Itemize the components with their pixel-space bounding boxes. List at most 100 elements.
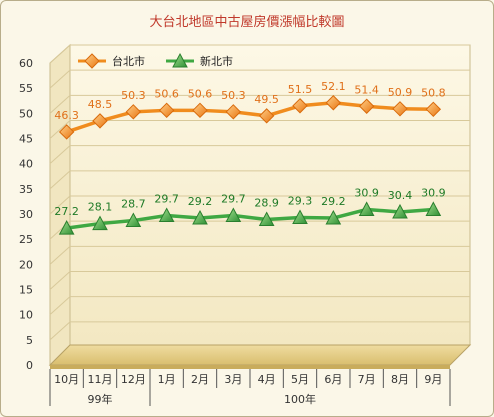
data-label: 29.7 [154, 193, 179, 206]
data-point [192, 102, 208, 119]
data-point [125, 104, 142, 120]
data-point [92, 113, 108, 129]
data-point [292, 209, 308, 225]
data-label: 29.7 [221, 193, 246, 206]
data-point [358, 201, 375, 216]
y-tick-label: 25 [19, 233, 33, 246]
legend-newtaipei-triangle-icon [172, 52, 188, 68]
y-tick-label: 45 [19, 133, 33, 146]
data-label: 51.4 [354, 83, 379, 96]
gridline-side [49, 69, 71, 89]
gridline-side [49, 120, 71, 139]
data-label: 28.7 [121, 198, 146, 211]
gridline-side [49, 321, 71, 341]
x-tick-label: 10月 [54, 373, 79, 386]
y-tick-label: 10 [19, 309, 33, 322]
data-point [392, 101, 408, 117]
x-tick-label: 3月 [224, 373, 242, 386]
y-tick-label: 50 [19, 107, 33, 120]
plot-floor-edge [50, 365, 450, 369]
data-point [58, 124, 75, 140]
x-tick-label: 4月 [258, 373, 276, 386]
y-tick-label: 5 [26, 334, 33, 347]
data-label: 27.2 [54, 205, 79, 218]
data-point [425, 201, 442, 216]
data-point [325, 95, 342, 111]
data-label: 29.2 [188, 195, 213, 208]
x-tick-label: 1月 [158, 373, 176, 386]
data-point [225, 207, 242, 223]
data-label: 28.1 [88, 201, 113, 214]
data-label: 51.5 [288, 83, 313, 96]
data-point [192, 209, 208, 225]
data-point [158, 102, 175, 119]
legend-taipei-diamond-icon [84, 53, 100, 69]
data-point [325, 209, 342, 225]
data-point [425, 101, 442, 118]
legend-newtaipei-label: 新北市 [200, 54, 233, 68]
data-label: 49.5 [254, 93, 279, 106]
x-tick-label: 7月 [358, 373, 376, 386]
y-tick-label: 0 [26, 359, 33, 372]
data-label: 50.3 [121, 89, 146, 102]
data-label: 50.9 [388, 86, 413, 99]
y-tick-label: 30 [19, 208, 33, 221]
data-label: 50.3 [221, 89, 246, 102]
gridline-side [49, 195, 71, 215]
series-line [66, 207, 434, 230]
data-point [358, 98, 375, 114]
data-point [258, 108, 275, 124]
data-label: 30.4 [388, 189, 413, 202]
data-label: 46.3 [54, 109, 79, 122]
x-tick-label: 12月 [121, 373, 146, 386]
data-label: 28.9 [254, 197, 279, 210]
year-group-label: 100年 [284, 392, 316, 406]
chart-title: 大台北地區中古屋房價漲幅比較圖 [149, 14, 344, 30]
gridline-side [49, 44, 71, 64]
gridlines [49, 44, 470, 341]
gridline-side [49, 296, 71, 316]
gridline-side [49, 245, 71, 265]
x-tick-label: 8月 [391, 373, 409, 386]
y-tick-label: 35 [19, 183, 33, 196]
series-layer: 46.3 48.5 50.3 50.6 50.6 50.3 49.5 51.5 52.1 51.4… [54, 80, 446, 235]
data-point [258, 211, 275, 227]
data-point [392, 203, 408, 219]
data-point [158, 207, 175, 223]
y-tick-label: 40 [19, 158, 33, 171]
x-tick-label: 5月 [291, 373, 309, 386]
y-tick-label: 60 [19, 57, 33, 70]
data-label: 48.5 [88, 98, 113, 111]
data-label: 50.6 [188, 87, 213, 100]
plot-floor [48, 344, 472, 366]
data-point [92, 215, 108, 231]
data-label: 52.1 [321, 80, 346, 93]
y-tick-label: 15 [19, 284, 33, 297]
x-tick-label: 2月 [191, 373, 209, 386]
data-label: 29.3 [288, 195, 313, 208]
legend: 台北市 新北市 [78, 52, 233, 69]
legend-taipei-label: 台北市 [112, 54, 145, 68]
data-label: 50.8 [421, 86, 446, 99]
data-point [292, 98, 308, 114]
data-point [125, 212, 142, 228]
data-label: 29.2 [321, 195, 346, 208]
data-label: 30.9 [354, 186, 379, 199]
x-tick-label: 11月 [88, 373, 113, 386]
y-axis: 0 5 10 15 20 25 30 35 40 45 50 55 60 [19, 57, 33, 372]
y-tick-label: 55 [19, 82, 33, 95]
gridline-side [49, 271, 71, 290]
data-label: 50.6 [154, 87, 179, 100]
gridline-side [49, 145, 71, 165]
x-axis: 10月 11月 12月 1月 2月 3月 4月 5月 6月 7月 8月 9月 99年 100年 [49, 369, 451, 406]
x-tick-label: 6月 [324, 373, 342, 386]
gridline-side [49, 170, 71, 190]
year-group-label: 99年 [88, 392, 113, 406]
gridline-side [49, 94, 71, 114]
x-tick-label: 9月 [424, 373, 442, 386]
data-label: 30.9 [421, 186, 446, 199]
data-point [58, 220, 75, 235]
data-point [225, 104, 242, 120]
y-tick-label: 20 [19, 258, 33, 271]
